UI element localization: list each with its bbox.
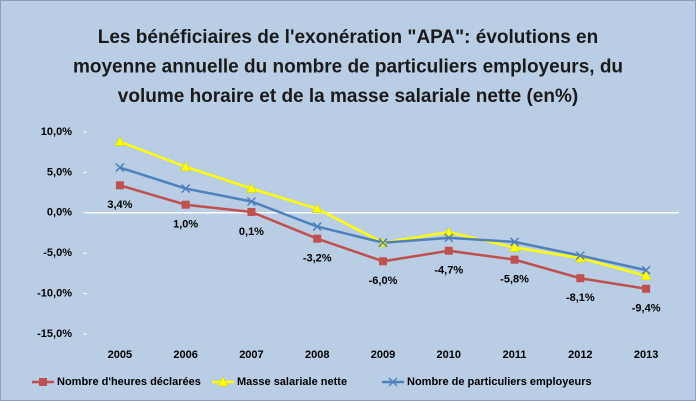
x-tick-label: 2008 [305, 349, 329, 361]
marker [388, 377, 398, 387]
marker [39, 378, 47, 386]
y-tick-label: 0,0% [47, 207, 72, 219]
marker [510, 255, 519, 264]
marker [115, 163, 125, 173]
legend-item: Masse salariale nette [212, 376, 347, 388]
x-tick-label: 2013 [634, 349, 658, 361]
marker [313, 234, 322, 243]
data-label: 1,0% [173, 219, 198, 231]
data-label: -3,2% [303, 253, 332, 265]
marker [379, 257, 387, 266]
legend-item: Nombre de particuliers employeurs [382, 376, 592, 388]
data-label: -8,1% [566, 292, 595, 304]
marker [510, 237, 520, 247]
marker [575, 251, 585, 261]
x-tick-label: 2011 [503, 349, 527, 361]
x-tick-label: 2005 [108, 349, 132, 361]
marker [247, 207, 256, 216]
legend-item: Nombre d'heures déclarées [32, 376, 201, 388]
x-tick-label: 2010 [437, 349, 461, 361]
marker [509, 242, 520, 252]
data-label: 0,1% [239, 226, 264, 238]
y-tick-label: -5,0% [43, 247, 72, 259]
marker [640, 270, 652, 281]
data-label: -4,7% [434, 265, 463, 277]
marker [576, 274, 585, 283]
data-label: 3,4% [107, 199, 132, 211]
data-label: -6,0% [369, 275, 398, 287]
data-label: -9,4% [632, 303, 661, 315]
data-label: -5,8% [500, 274, 529, 286]
chart-title: moyenne annuelle du nombre de particulie… [73, 57, 623, 78]
marker [311, 203, 323, 214]
marker [181, 200, 190, 209]
marker [642, 284, 651, 293]
y-tick-label: 10,0% [41, 126, 72, 138]
marker [641, 265, 651, 275]
marker [444, 246, 453, 255]
legend-label: Nombre d'heures déclarées [57, 376, 201, 388]
y-tick-label: -10,0% [37, 288, 72, 300]
marker [312, 222, 322, 232]
x-tick-label: 2006 [173, 349, 197, 361]
legend-label: Masse salariale nette [237, 376, 347, 388]
chart-title: Les bénéficiaires de l'exonération "APA"… [98, 27, 598, 48]
marker [180, 161, 192, 171]
marker [217, 376, 229, 387]
marker [115, 181, 124, 190]
marker [246, 196, 256, 207]
marker [443, 226, 455, 237]
marker [444, 233, 454, 243]
x-tick-label: 2009 [371, 349, 395, 361]
x-tick-label: 2012 [568, 349, 592, 361]
marker [181, 184, 191, 194]
legend-label: Nombre de particuliers employeurs [407, 376, 592, 388]
x-tick-label: 2007 [239, 349, 263, 361]
y-tick-label: -15,0% [37, 328, 72, 340]
chart-title: volume horaire et de la masse salariale … [118, 86, 578, 107]
marker [246, 183, 257, 193]
y-tick-label: 5,0% [47, 166, 72, 178]
marker [378, 238, 388, 248]
marker [114, 136, 126, 146]
